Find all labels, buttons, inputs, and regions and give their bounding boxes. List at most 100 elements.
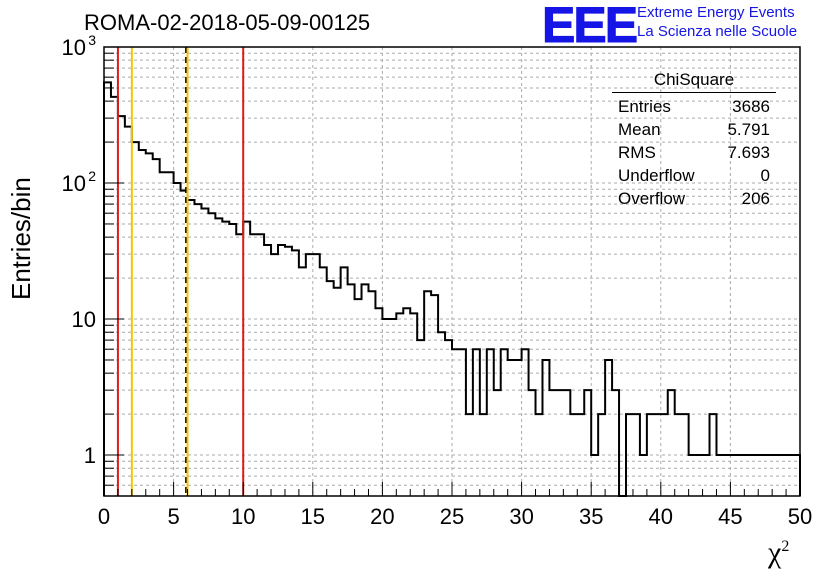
axis-ticks [103,52,801,497]
histogram-bin [285,247,292,496]
y-tick-label: 10 [62,171,86,196]
stats-row-overflow: Overflow 206 [612,187,776,210]
histogram-bin [473,349,480,496]
histogram-bin [306,254,313,496]
stats-label: Underflow [618,166,695,185]
histogram-bin [542,360,549,496]
histogram-bin [779,455,786,496]
histogram-bin [104,82,111,496]
histogram-bin [772,455,779,496]
logo-text: Extreme Energy Events La Scienza nelle S… [637,3,797,41]
stats-row-rms: RMS 7.693 [612,141,776,164]
histogram-bin [278,245,285,496]
histogram-bin [355,299,362,496]
chart-title: ROMA-02-2018-05-09-00125 [84,10,371,35]
histogram-bin [654,414,661,496]
histogram-bin [362,284,369,496]
histogram-bin [146,153,153,496]
y-tick-label: 10 [62,35,86,60]
stats-box: ChiSquare Entries 3686 Mean 5.791 RMS 7.693 Un… [612,70,776,210]
histogram-bin [452,349,459,496]
stats-title: ChiSquare [612,70,776,93]
stats-label: Entries [618,97,671,116]
histogram-bin [647,414,654,496]
histogram-bin [591,455,598,496]
histogram-bin [188,200,195,496]
x-tick-label: 50 [788,504,812,529]
histogram-bin [208,213,215,496]
stats-row-mean: Mean 5.791 [612,118,776,141]
histogram-bin [424,291,431,496]
stats-row-entries: Entries 3686 [612,95,776,118]
stats-row-underflow: Underflow 0 [612,164,776,187]
y-tick-label: 10 [72,307,96,332]
histogram-bin [515,360,522,496]
histogram-bin [751,455,758,496]
histogram-bin [292,250,299,496]
histogram-bin [605,360,612,496]
histogram-bin [389,319,396,496]
histogram-bin [466,414,473,496]
histogram-bin [215,218,222,496]
histogram-bin [522,349,529,496]
histogram-bin [236,234,243,496]
histogram-bin [612,390,619,496]
histogram-bin [501,349,508,496]
histogram-bin [765,455,772,496]
histogram-bin [417,340,424,496]
histogram-bin [723,455,730,496]
histogram-bin [139,150,146,496]
histogram-bin [243,222,250,496]
histogram-bin [730,455,737,496]
stats-value: 3686 [732,97,770,116]
stats-value: 5.791 [727,120,770,139]
histogram-bin [348,284,355,496]
x-axis-label: χ2 [768,536,790,569]
histogram-bin [194,204,201,496]
stats-label: RMS [618,143,656,162]
y-tick-exponent: 3 [88,32,96,48]
histogram-bin [257,234,264,496]
x-tick-label: 30 [509,504,533,529]
histogram-bin [675,414,682,496]
histogram-bin [786,455,793,496]
histogram-bin [758,455,765,496]
histogram-bin [382,319,389,496]
stats-value: 206 [741,189,770,208]
histogram-bin [689,455,696,496]
histogram-bin [668,390,675,496]
histogram-bin [299,267,306,496]
x-axis-label-exponent: 2 [781,538,790,555]
histogram-bin [577,414,584,496]
histogram-bin [529,390,536,496]
y-axis-label: Entries/bin [6,177,36,300]
histogram-bin [250,234,257,496]
histogram-bin [403,308,410,496]
histogram-bin [132,142,139,496]
histogram-bin [626,414,633,496]
x-tick-label: 35 [579,504,603,529]
x-tick-label: 45 [718,504,742,529]
histogram-bin [661,414,668,496]
histogram-bin [556,390,563,496]
histogram-bin [118,116,125,496]
x-tick-label: 20 [370,504,394,529]
x-tick-label: 40 [649,504,673,529]
y-tick-exponent: 2 [88,168,96,184]
histogram-bin [633,414,640,496]
histogram-bin [368,291,375,496]
histogram-bin [703,455,710,496]
histogram-bin [125,127,132,496]
histogram-bin [264,245,271,496]
histogram-bin [459,349,466,496]
histogram-bin [334,288,341,496]
eee-logo: EEE [541,0,638,53]
stats-label: Mean [618,120,661,139]
histogram-bin [549,390,556,496]
histogram-bin [341,267,348,496]
histogram-bin [229,224,236,496]
histogram-bin [167,172,174,496]
y-tick-label: 1 [84,443,96,468]
